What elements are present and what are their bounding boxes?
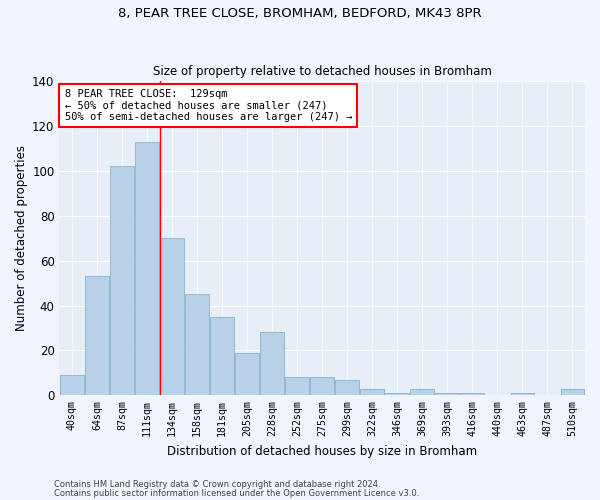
Bar xyxy=(310,378,334,396)
Bar xyxy=(460,393,484,396)
Bar xyxy=(110,166,134,396)
Bar xyxy=(235,352,259,396)
Bar xyxy=(260,332,284,396)
Bar xyxy=(160,238,184,396)
Bar xyxy=(60,375,84,396)
Text: 8 PEAR TREE CLOSE:  129sqm
← 50% of detached houses are smaller (247)
50% of sem: 8 PEAR TREE CLOSE: 129sqm ← 50% of detac… xyxy=(65,89,352,122)
Text: 8, PEAR TREE CLOSE, BROMHAM, BEDFORD, MK43 8PR: 8, PEAR TREE CLOSE, BROMHAM, BEDFORD, MK… xyxy=(118,8,482,20)
Bar xyxy=(560,388,584,396)
Bar xyxy=(185,294,209,396)
Bar xyxy=(410,388,434,396)
Y-axis label: Number of detached properties: Number of detached properties xyxy=(15,145,28,331)
Text: Contains HM Land Registry data © Crown copyright and database right 2024.: Contains HM Land Registry data © Crown c… xyxy=(54,480,380,489)
Bar xyxy=(85,276,109,396)
Text: Contains public sector information licensed under the Open Government Licence v3: Contains public sector information licen… xyxy=(54,488,419,498)
Bar xyxy=(511,393,535,396)
Bar xyxy=(385,393,409,396)
Bar xyxy=(335,380,359,396)
Bar xyxy=(135,142,159,396)
Bar xyxy=(285,378,309,396)
Bar xyxy=(361,388,384,396)
X-axis label: Distribution of detached houses by size in Bromham: Distribution of detached houses by size … xyxy=(167,444,477,458)
Bar xyxy=(436,393,459,396)
Bar xyxy=(210,316,234,396)
Title: Size of property relative to detached houses in Bromham: Size of property relative to detached ho… xyxy=(153,66,491,78)
